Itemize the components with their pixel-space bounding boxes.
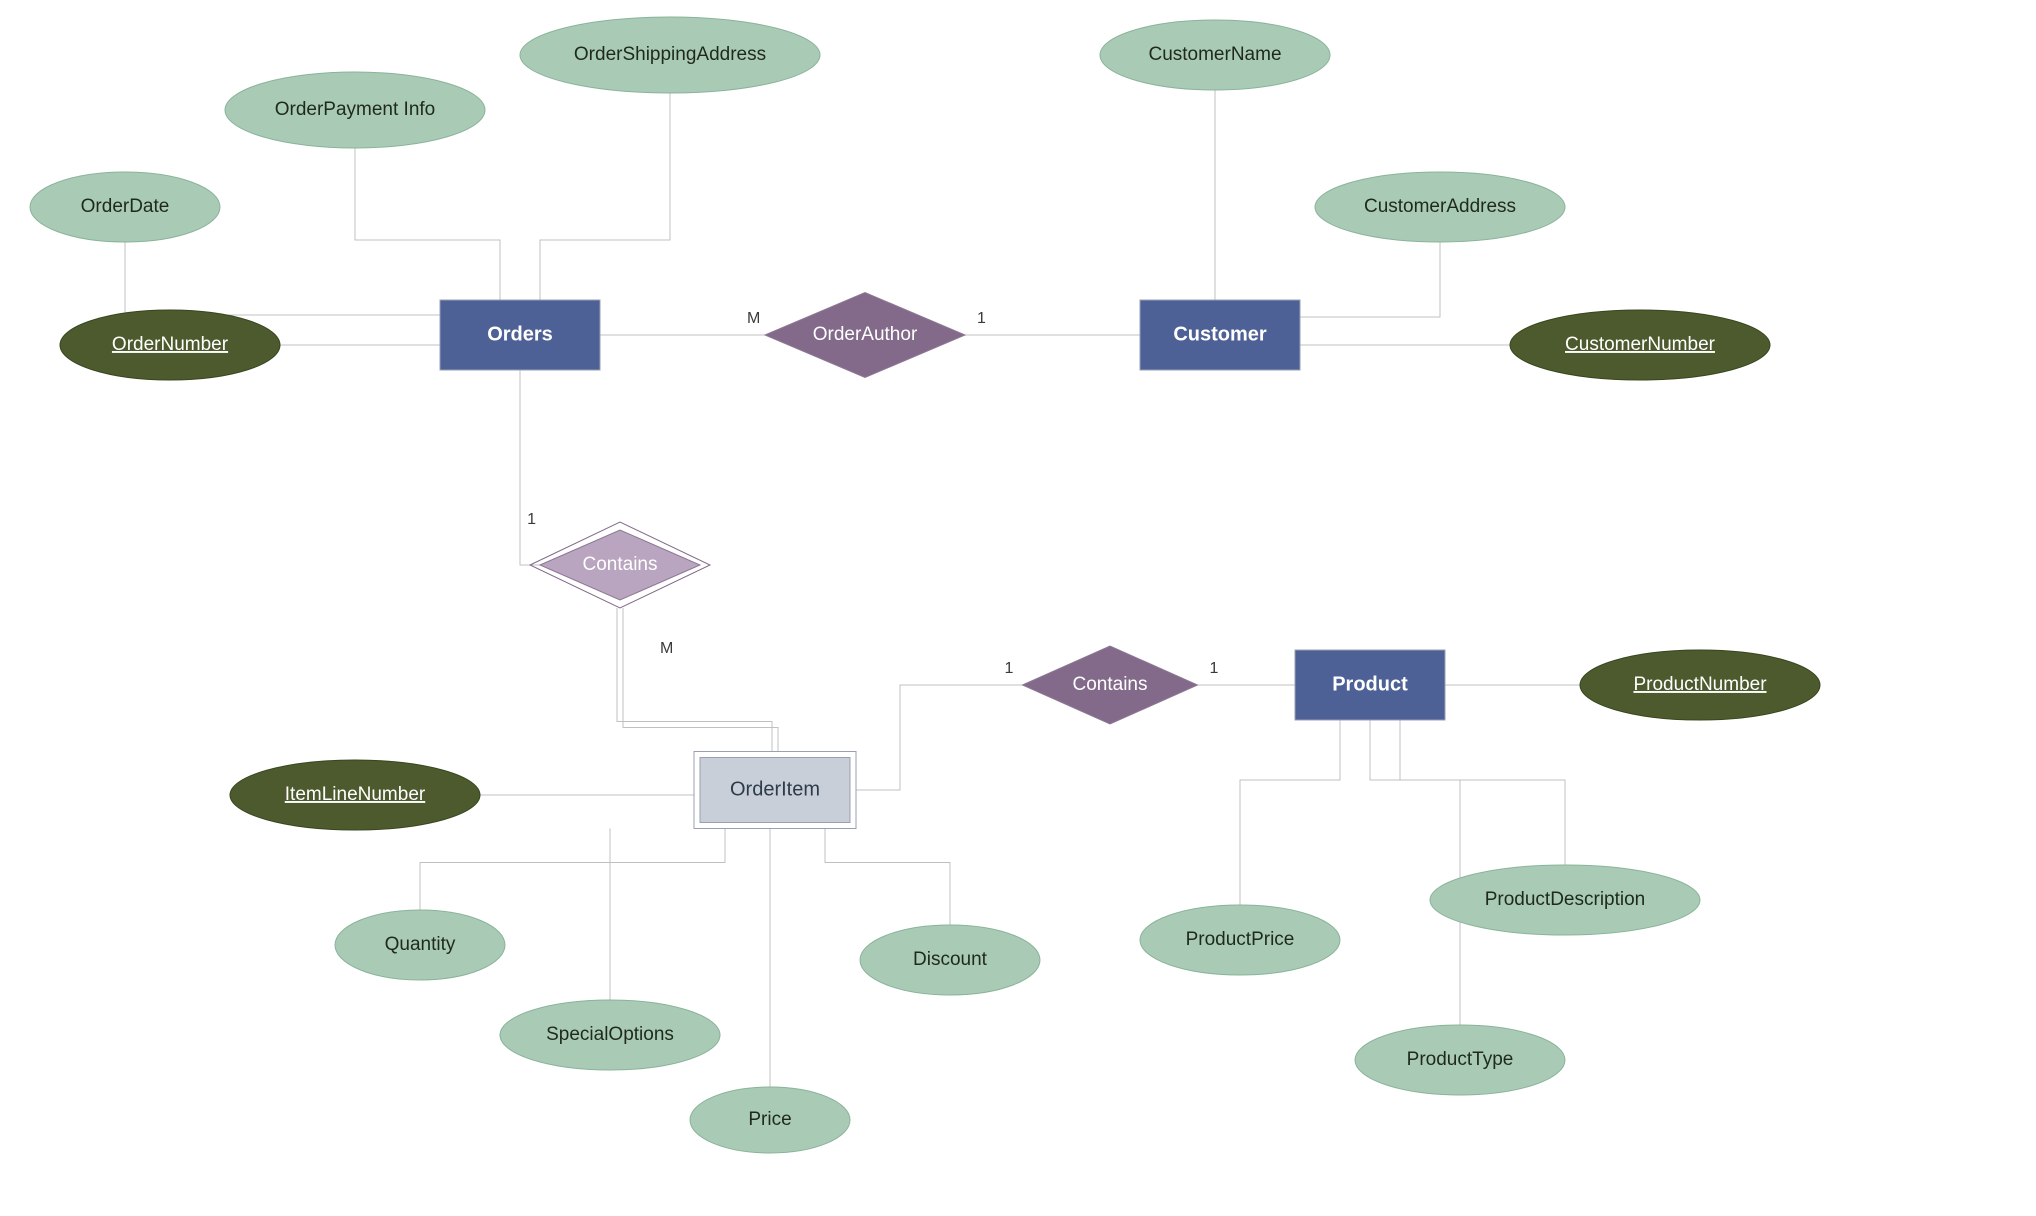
attribute-ordernumber: OrderNumber [60, 310, 280, 380]
attribute-orderpayment: OrderPayment Info [225, 72, 485, 148]
relationship-contains1: Contains [530, 522, 710, 608]
svg-text:Customer: Customer [1173, 323, 1267, 345]
attribute-productnumber: ProductNumber [1580, 650, 1820, 720]
svg-text:ProductPrice: ProductPrice [1186, 929, 1295, 950]
svg-text:OrderAuthor: OrderAuthor [813, 324, 918, 345]
svg-text:Quantity: Quantity [385, 934, 456, 955]
er-diagram: M 1 1 M 1 1 Orders Customer OrderItem Product Ord… [0, 0, 2036, 1216]
attribute-quantity: Quantity [335, 910, 505, 980]
svg-text:CustomerNumber: CustomerNumber [1565, 334, 1716, 355]
svg-text:Product: Product [1332, 673, 1408, 695]
svg-text:Discount: Discount [913, 949, 988, 970]
attribute-itemlinenumber: ItemLineNumber [230, 760, 480, 830]
attribute-ordershipping: OrderShippingAddress [520, 17, 820, 93]
attribute-productdescription: ProductDescription [1430, 865, 1700, 935]
relationship-orderauthor: OrderAuthor [765, 293, 965, 378]
svg-text:Contains: Contains [1073, 674, 1148, 695]
svg-text:ProductNumber: ProductNumber [1633, 674, 1767, 695]
svg-text:1: 1 [1005, 660, 1014, 677]
svg-text:1: 1 [1210, 660, 1219, 677]
svg-text:Contains: Contains [583, 554, 658, 575]
svg-text:M: M [747, 310, 760, 327]
svg-text:Orders: Orders [487, 323, 553, 345]
relationship-contains2: Contains [1023, 646, 1198, 724]
attribute-orderdate: OrderDate [30, 172, 220, 242]
svg-text:1: 1 [977, 310, 986, 327]
svg-text:ProductType: ProductType [1407, 1049, 1514, 1070]
svg-text:CustomerAddress: CustomerAddress [1364, 196, 1516, 217]
svg-text:1: 1 [527, 511, 536, 528]
entity-orderitem: OrderItem [694, 752, 856, 829]
entity-product: Product [1295, 650, 1445, 720]
svg-text:M: M [660, 640, 673, 657]
attribute-specialoptions: SpecialOptions [500, 1000, 720, 1070]
svg-text:CustomerName: CustomerName [1148, 44, 1281, 65]
entity-orders: Orders [440, 300, 600, 370]
svg-text:OrderItem: OrderItem [730, 778, 820, 800]
svg-text:OrderNumber: OrderNumber [112, 334, 229, 355]
attribute-price: Price [690, 1087, 850, 1153]
attribute-customeraddress: CustomerAddress [1315, 172, 1565, 242]
entity-customer: Customer [1140, 300, 1300, 370]
svg-text:ProductDescription: ProductDescription [1485, 889, 1646, 910]
svg-text:OrderDate: OrderDate [81, 196, 170, 217]
attribute-producttype: ProductType [1355, 1025, 1565, 1095]
svg-text:SpecialOptions: SpecialOptions [546, 1024, 674, 1045]
attribute-productprice: ProductPrice [1140, 905, 1340, 975]
svg-text:Price: Price [748, 1109, 791, 1130]
svg-text:OrderShippingAddress: OrderShippingAddress [574, 44, 766, 65]
attribute-discount: Discount [860, 925, 1040, 995]
svg-text:OrderPayment Info: OrderPayment Info [275, 99, 436, 120]
attribute-customername: CustomerName [1100, 20, 1330, 90]
attribute-customernumber: CustomerNumber [1510, 310, 1770, 380]
svg-text:ItemLineNumber: ItemLineNumber [285, 784, 426, 805]
